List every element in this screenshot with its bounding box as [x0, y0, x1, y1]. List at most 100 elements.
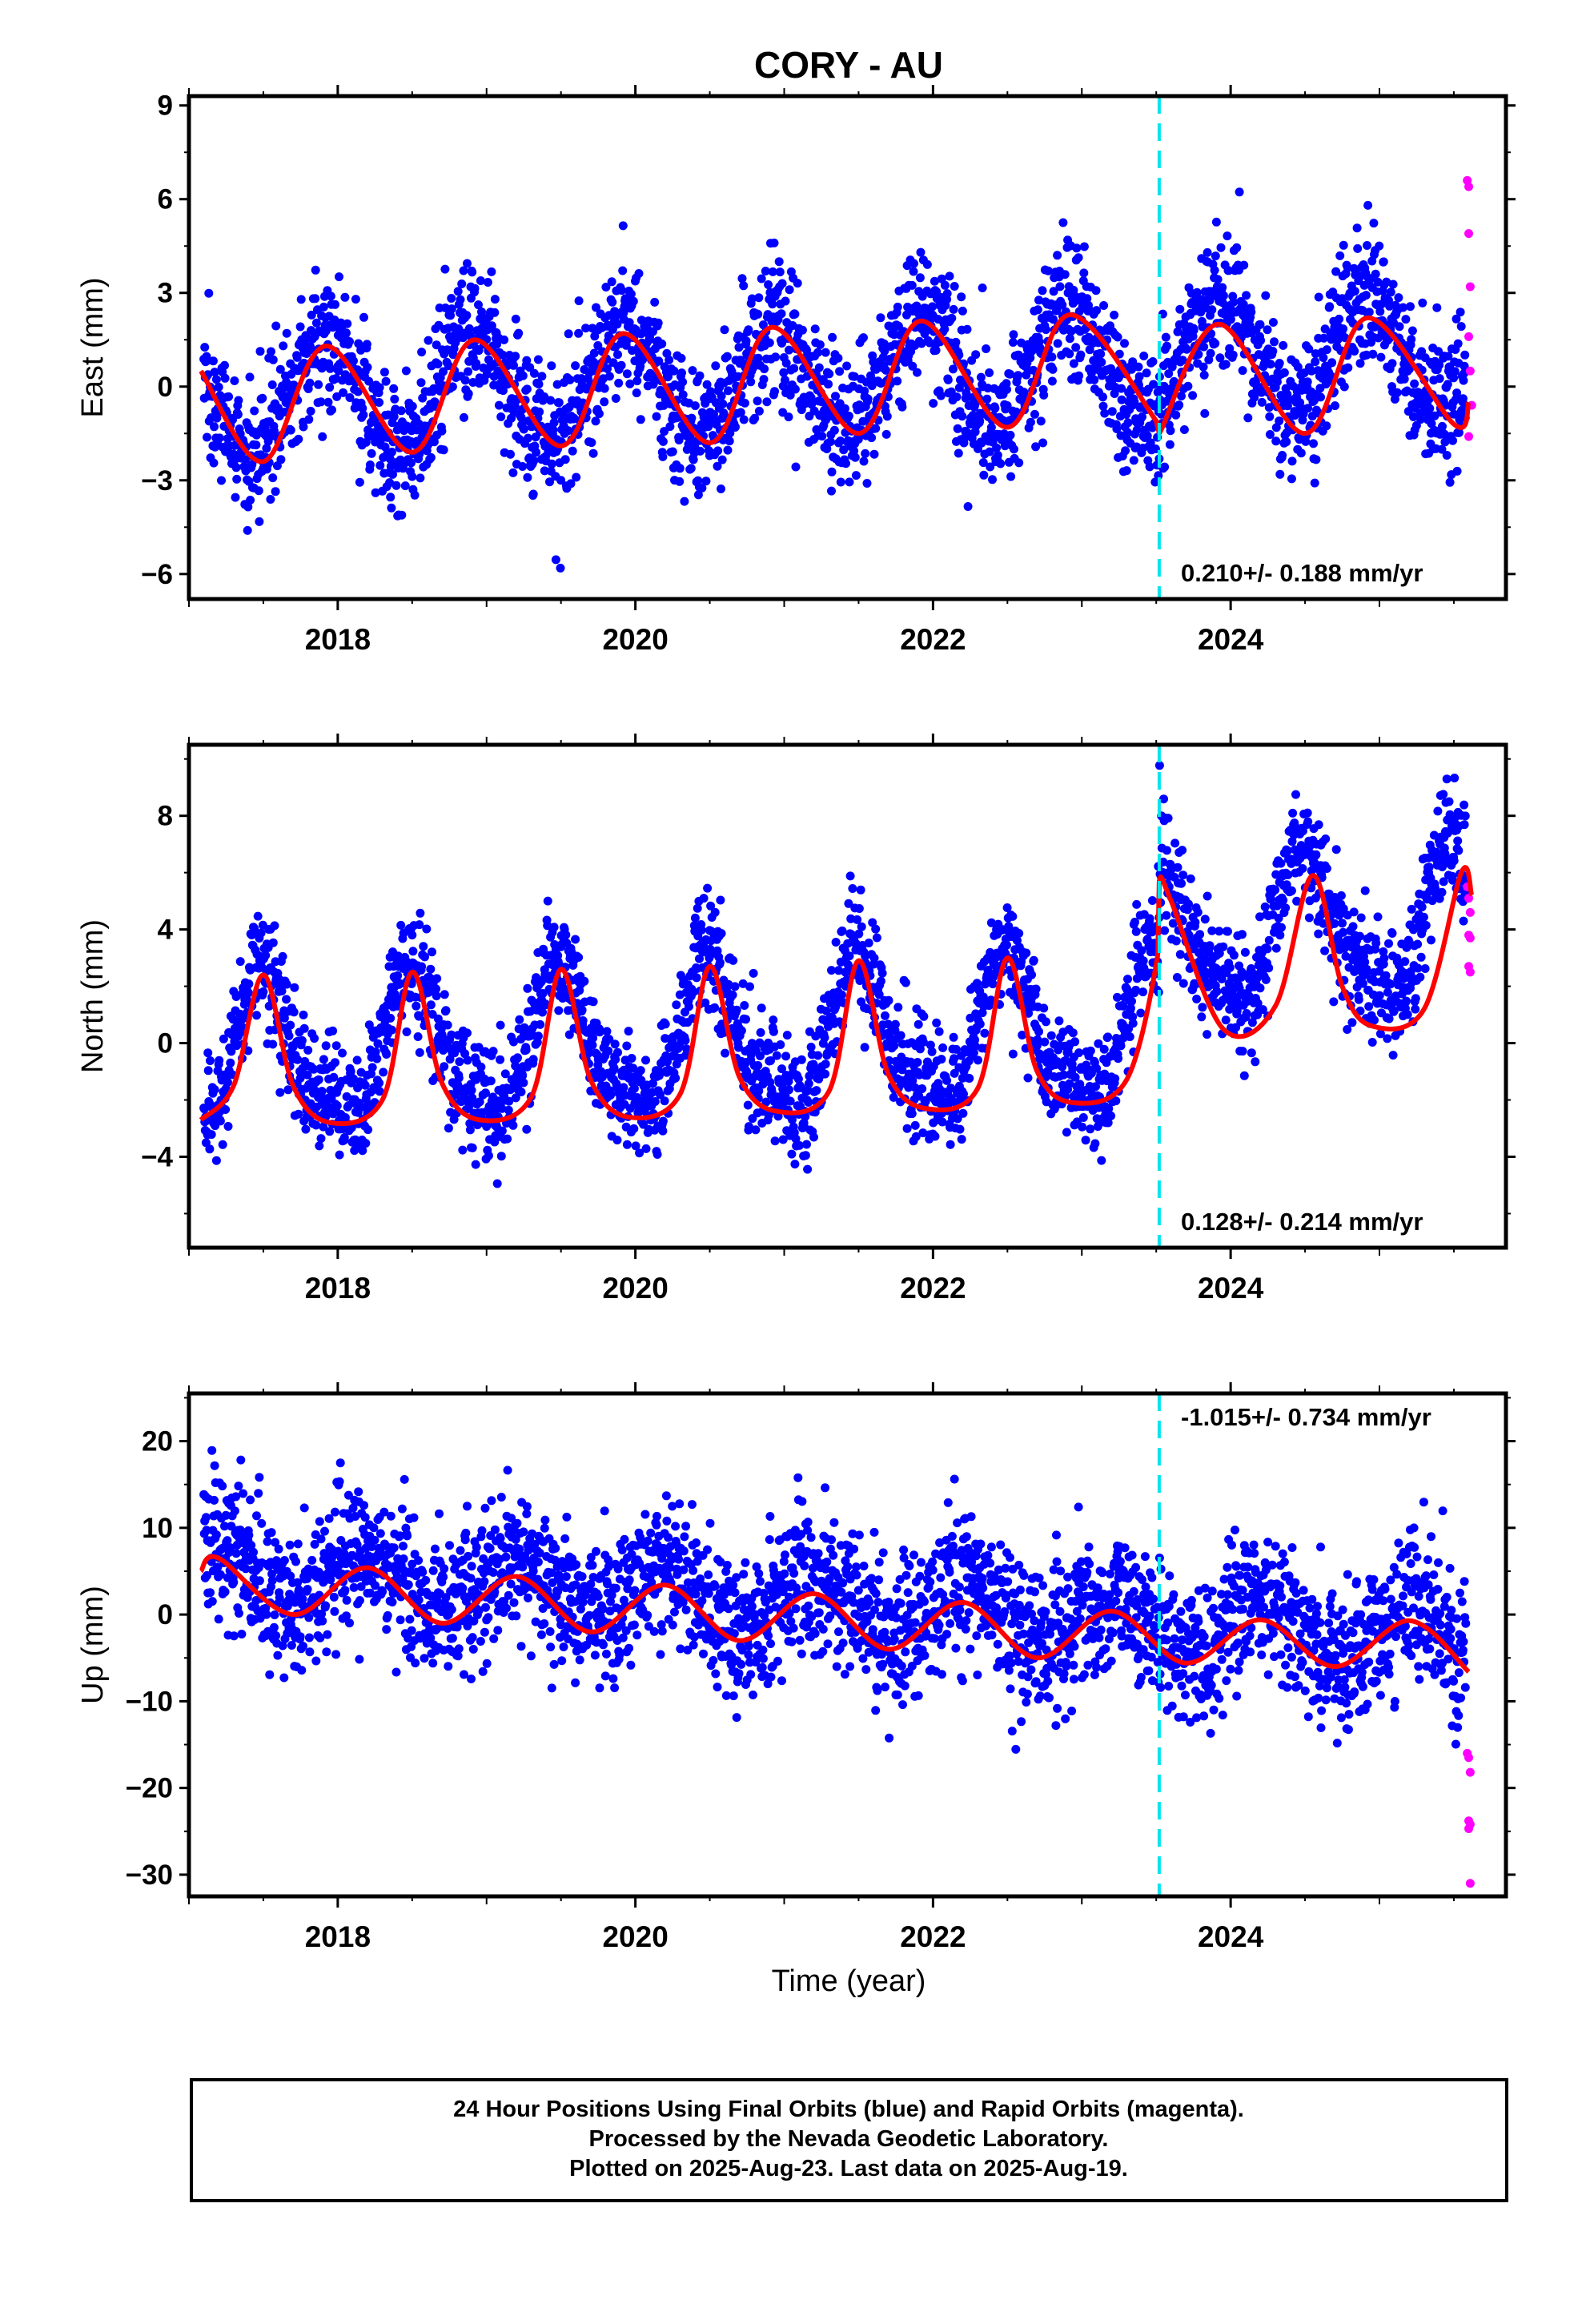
final-orbit-point	[776, 1040, 785, 1049]
final-orbit-point	[976, 372, 986, 382]
final-orbit-point	[1011, 407, 1021, 416]
final-orbit-point	[1038, 286, 1047, 296]
final-orbit-point	[447, 294, 456, 303]
final-orbit-point	[1116, 431, 1126, 440]
final-orbit-point	[910, 1120, 920, 1130]
final-orbit-point	[1131, 985, 1141, 995]
final-orbit-point	[634, 269, 644, 278]
final-orbit-point	[345, 393, 355, 402]
final-orbit-point	[690, 913, 700, 923]
final-orbit-point	[1199, 370, 1209, 380]
final-orbit-point	[1175, 304, 1185, 314]
final-orbit-point	[1339, 324, 1348, 334]
final-orbit-point	[715, 958, 725, 967]
final-orbit-point	[1058, 300, 1067, 310]
final-orbit-point	[1350, 347, 1359, 356]
final-orbit-point	[1171, 410, 1181, 420]
final-orbit-point	[909, 267, 918, 276]
final-orbit-point	[1275, 359, 1284, 368]
final-orbit-point	[325, 364, 335, 373]
final-orbit-point	[276, 455, 286, 464]
final-orbit-point	[1311, 357, 1320, 367]
final-orbit-point	[375, 460, 385, 470]
final-orbit-point	[486, 1076, 496, 1086]
final-orbit-point	[769, 1015, 778, 1025]
final-orbit-point	[978, 458, 988, 468]
final-orbit-point	[578, 1016, 588, 1025]
final-orbit-point	[1022, 948, 1031, 958]
final-orbit-point	[880, 346, 889, 356]
final-orbit-point	[444, 361, 453, 371]
final-orbit-point	[593, 341, 603, 350]
final-orbit-point	[294, 434, 303, 444]
final-orbit-point	[829, 425, 839, 435]
final-orbit-point	[416, 473, 425, 483]
final-orbit-point	[1129, 456, 1138, 465]
final-orbit-point	[509, 360, 518, 370]
final-orbit-point	[459, 266, 468, 275]
final-orbit-point	[463, 1028, 472, 1038]
final-orbit-point	[743, 1100, 753, 1110]
final-orbit-point	[938, 1043, 948, 1052]
final-orbit-point	[722, 352, 732, 361]
final-orbit-point	[207, 1130, 216, 1140]
final-orbit-point	[545, 477, 554, 487]
final-orbit-point	[1363, 241, 1371, 250]
final-orbit-point	[853, 915, 862, 924]
final-orbit-point	[718, 399, 728, 408]
final-orbit-point	[701, 998, 710, 1007]
final-orbit-point	[1207, 305, 1217, 315]
final-orbit-point	[603, 364, 612, 373]
final-orbit-point	[299, 422, 308, 432]
final-orbit-point	[675, 476, 685, 486]
final-orbit-point	[801, 1151, 810, 1160]
final-orbit-point	[534, 380, 544, 389]
final-orbit-point	[1131, 927, 1141, 936]
final-orbit-point	[235, 957, 245, 967]
final-orbit-point	[529, 456, 539, 465]
final-orbit-point	[1002, 401, 1012, 410]
final-orbit-point	[1432, 303, 1442, 312]
final-orbit-point	[1150, 477, 1160, 487]
final-orbit-point	[1229, 297, 1239, 307]
final-orbit-point	[1361, 291, 1371, 300]
final-orbit-point	[1029, 955, 1038, 965]
final-orbit-point	[1048, 364, 1058, 374]
final-orbit-point	[812, 1086, 821, 1096]
final-orbit-point	[817, 397, 826, 407]
final-orbit-point	[317, 1087, 327, 1096]
final-orbit-point	[612, 320, 622, 329]
final-orbit-point	[1031, 442, 1041, 452]
x-tick-label: 2022	[900, 623, 966, 656]
final-orbit-point	[274, 404, 283, 412]
final-orbit-point	[415, 920, 424, 930]
final-orbit-point	[1228, 350, 1238, 360]
final-orbit-point	[785, 1096, 795, 1106]
final-orbit-point	[296, 295, 306, 304]
final-orbit-point	[509, 1037, 518, 1047]
final-orbit-point	[223, 1077, 232, 1087]
final-orbit-point	[618, 266, 628, 275]
final-orbit-point	[717, 455, 727, 464]
final-orbit-point	[305, 378, 315, 388]
final-orbit-point	[745, 982, 754, 991]
final-orbit-point	[574, 953, 584, 962]
final-orbit-point	[332, 392, 342, 401]
final-orbit-point	[1216, 243, 1226, 252]
final-orbit-point	[1387, 359, 1397, 368]
final-orbit-point	[882, 412, 892, 421]
final-orbit-point	[803, 1164, 813, 1174]
final-orbit-point	[1301, 436, 1311, 446]
final-orbit-point	[656, 1090, 665, 1100]
final-orbit-point	[367, 448, 376, 458]
final-orbit-point	[400, 481, 410, 491]
final-orbit-point	[440, 264, 450, 274]
final-orbit-point	[958, 306, 967, 316]
final-orbit-point	[1239, 260, 1249, 270]
final-orbit-point	[323, 397, 333, 407]
final-orbit-point	[1018, 1031, 1027, 1039]
final-orbit-point	[1304, 344, 1314, 354]
final-orbit-point	[1434, 347, 1443, 356]
final-orbit-point	[283, 1085, 293, 1095]
final-orbit-point	[876, 976, 885, 986]
